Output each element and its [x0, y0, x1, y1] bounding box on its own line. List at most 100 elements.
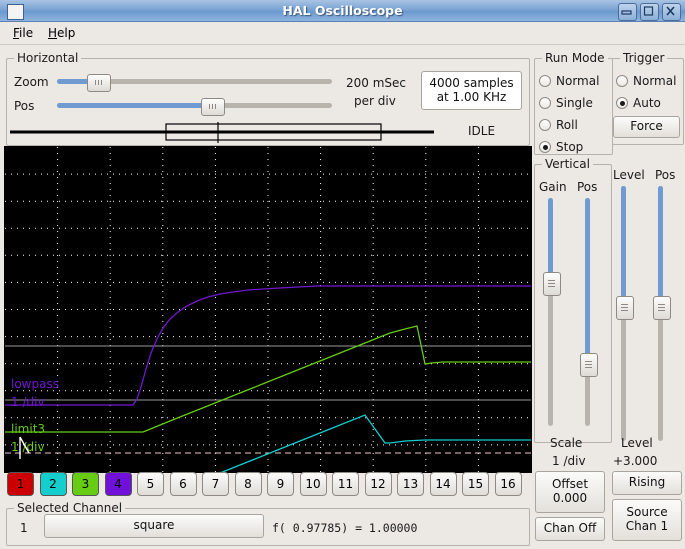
channel-button-10[interactable]: 10 — [299, 472, 327, 496]
vertical-pos-slider[interactable] — [580, 198, 598, 426]
trigger-level-slider[interactable] — [616, 186, 634, 441]
channel-button-label: 2 — [49, 477, 57, 491]
channel-button-label: 15 — [467, 477, 484, 491]
channel-button-12[interactable]: 12 — [364, 472, 392, 496]
mouse-cursor-icon — [19, 436, 30, 459]
channel-button-15[interactable]: 15 — [462, 472, 489, 496]
channel-off-button[interactable]: Chan Off — [535, 517, 605, 541]
trigger-pos-fill — [658, 186, 663, 307]
run-mode-roll[interactable]: Roll — [539, 118, 578, 132]
vertical-gain-label: Gain — [539, 180, 567, 194]
trigger-edge-button[interactable]: Rising — [612, 471, 682, 495]
menu-item-help[interactable]: Help — [48, 26, 76, 40]
channel-button-7[interactable]: 7 — [202, 472, 229, 496]
channel-button-6[interactable]: 6 — [169, 472, 197, 496]
channel-button-2[interactable]: 2 — [39, 472, 67, 496]
vertical-offset-caption: Offset — [551, 477, 589, 492]
channel-button-13[interactable]: 13 — [397, 472, 424, 496]
trigger-level-slider-label: Level — [613, 168, 645, 182]
trigger-source-button[interactable]: Source Chan 1 — [612, 499, 682, 541]
trigger-normal[interactable]: Normal — [616, 74, 676, 88]
channel-button-16[interactable]: 16 — [494, 472, 522, 496]
run-mode-legend: Run Mode — [542, 51, 608, 65]
vertical-gain-slider[interactable] — [543, 198, 561, 426]
horizontal-position-bar[interactable] — [6, 120, 438, 144]
zoom-slider-track[interactable] — [57, 79, 332, 84]
signal-name-button[interactable]: square — [44, 514, 264, 538]
radio-dot — [616, 75, 628, 87]
trigger-frame: Trigger — [612, 51, 684, 145]
menu-bar: File Help — [0, 22, 685, 45]
run-status-text: IDLE — [468, 124, 496, 138]
zoom-label: Zoom — [14, 75, 49, 89]
channel-value-readout: f( 0.97785) = 1.00000 — [272, 521, 418, 535]
trigger-source-caption: Source — [626, 505, 668, 520]
vertical-pos-handle[interactable] — [580, 352, 598, 377]
channel-button-4[interactable]: 4 — [104, 472, 132, 496]
zoom-slider[interactable] — [57, 74, 332, 92]
sample-rate-button[interactable]: 4000 samples at 1.00 KHz — [421, 71, 522, 110]
trace-label-lowpass: lowpass — [11, 377, 59, 391]
trace-limit3 — [5, 325, 531, 433]
trigger-level-caption: Level — [621, 436, 653, 450]
channel-button-11[interactable]: 11 — [332, 472, 359, 496]
zoom-slider-handle[interactable] — [87, 74, 112, 92]
channel-button-label: 14 — [435, 477, 451, 491]
run-mode-single[interactable]: Single — [539, 96, 593, 110]
window-controls — [618, 3, 681, 21]
timebase-value: 200 mSec — [346, 76, 407, 90]
channel-button-5[interactable]: 5 — [137, 472, 164, 496]
radio-dot — [539, 119, 551, 131]
channel-button-label: 7 — [211, 477, 220, 491]
channel-button-label: 16 — [500, 477, 516, 491]
zoom-slider-fill — [57, 79, 99, 84]
trace-label-limit3: limit3 — [11, 422, 45, 436]
trace-limit2 — [220, 414, 531, 472]
window-title: HAL Oscilloscope — [282, 3, 403, 18]
run-mode-stop[interactable]: Stop — [539, 140, 583, 154]
channel-button-label: 8 — [244, 477, 252, 491]
vertical-gain-handle[interactable] — [543, 272, 561, 297]
trigger-normal-label: Normal — [633, 74, 677, 88]
window-icon[interactable] — [7, 4, 24, 20]
channel-button-3[interactable]: 3 — [72, 472, 99, 496]
selected-channel-frame: Selected Channel — [6, 501, 530, 546]
maximize-icon[interactable] — [640, 3, 659, 21]
trigger-auto-label: Auto — [633, 96, 661, 110]
radio-dot-selected — [616, 97, 628, 109]
channel-button-label: 4 — [114, 477, 122, 491]
vertical-scale-value: 1 /div — [552, 454, 586, 468]
trigger-pos-slider[interactable] — [653, 186, 671, 441]
force-trigger-button[interactable]: Force — [613, 116, 680, 138]
trigger-auto[interactable]: Auto — [616, 96, 661, 110]
trigger-level-handle[interactable] — [616, 295, 634, 320]
channel-button-1[interactable]: 1 — [7, 472, 34, 496]
channel-button-label: 11 — [337, 477, 354, 491]
horizontal-pos-handle[interactable] — [201, 98, 226, 116]
minimize-icon[interactable] — [618, 3, 637, 21]
channel-button-label: 3 — [81, 477, 90, 491]
horizontal-pos-slider[interactable] — [57, 98, 332, 116]
close-icon[interactable] — [662, 3, 681, 21]
run-mode-normal[interactable]: Normal — [539, 74, 599, 88]
horizontal-position-graphic[interactable] — [6, 120, 438, 144]
horizontal-legend: Horizontal — [14, 51, 82, 65]
channel-button-14[interactable]: 14 — [429, 472, 457, 496]
vertical-offset-value: 0.000 — [552, 491, 588, 505]
pos-label: Pos — [14, 99, 35, 113]
trigger-pos-handle[interactable] — [653, 295, 671, 320]
vertical-offset-button[interactable]: Offset 0.000 — [535, 471, 605, 513]
vertical-gain-track[interactable] — [548, 198, 553, 426]
channel-button-8[interactable]: 8 — [234, 472, 262, 496]
trigger-source-value: Chan 1 — [625, 519, 669, 533]
channel-button-label: 1 — [16, 477, 25, 491]
run-mode-normal-label: Normal — [556, 74, 600, 88]
menu-item-file[interactable]: File — [13, 26, 34, 40]
vertical-frame: Vertical — [534, 157, 612, 443]
horizontal-pos-fill — [57, 103, 213, 108]
trace-lowpass — [5, 285, 531, 406]
channel-button-9[interactable]: 9 — [267, 472, 294, 496]
channel-button-label: 5 — [146, 477, 155, 491]
